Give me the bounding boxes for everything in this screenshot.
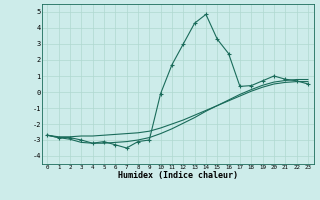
X-axis label: Humidex (Indice chaleur): Humidex (Indice chaleur) <box>118 171 237 180</box>
